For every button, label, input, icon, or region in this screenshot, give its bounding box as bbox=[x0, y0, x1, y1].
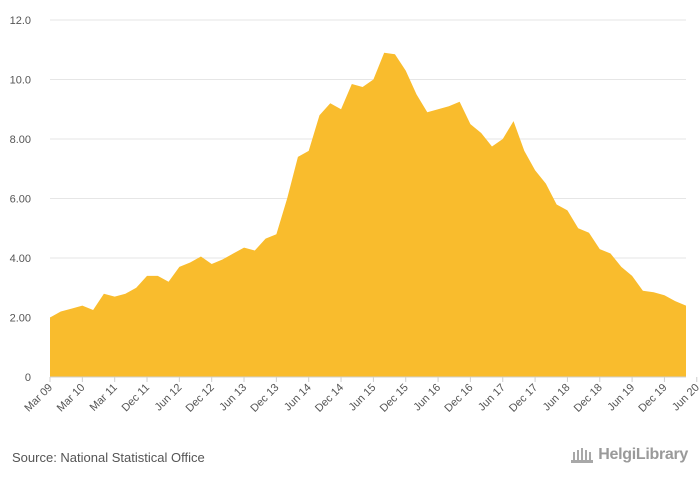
x-tick-label: Jun 17 bbox=[476, 382, 508, 414]
x-tick-label: Jun 16 bbox=[411, 382, 443, 414]
source-note: Source: National Statistical Office bbox=[12, 450, 205, 465]
x-tick-label: Dec 14 bbox=[313, 382, 346, 415]
x-tick-label: Dec 18 bbox=[572, 382, 605, 415]
series-area-layer bbox=[50, 52, 686, 377]
x-tick-label: Dec 15 bbox=[378, 382, 411, 415]
x-tick-label: Mar 11 bbox=[88, 382, 120, 414]
helgi-library-logo[interactable]: HelgiLibrary bbox=[570, 445, 688, 465]
y-tick-label: 6.00 bbox=[10, 194, 31, 206]
series-area bbox=[50, 52, 686, 377]
x-tick-label: Jun 20 bbox=[670, 382, 700, 414]
x-tick-label: Jun 14 bbox=[282, 382, 314, 414]
x-tick-label: Jun 12 bbox=[153, 382, 185, 414]
y-tick-label: 4.00 bbox=[10, 253, 31, 265]
y-tick-label: 0 bbox=[25, 372, 31, 384]
x-tick-label: Dec 17 bbox=[507, 382, 540, 415]
x-axis-ticks: Mar 09 Mar 10 Mar 11 Dec 11 Jun 12 Dec 12 Jun … bbox=[22, 377, 700, 415]
library-building-icon bbox=[571, 448, 594, 463]
x-tick-label: Mar 09 bbox=[22, 382, 55, 415]
x-tick-label: Jun 18 bbox=[541, 382, 573, 414]
y-tick-label: 2.00 bbox=[10, 313, 31, 325]
y-tick-label: 10.0 bbox=[10, 75, 31, 87]
x-tick-label: Dec 16 bbox=[442, 382, 475, 415]
x-tick-label: Jun 19 bbox=[605, 382, 637, 414]
x-tick-label: Mar 10 bbox=[55, 382, 88, 415]
y-tick-label: 12.0 bbox=[10, 15, 31, 27]
y-tick-label: 8.00 bbox=[10, 134, 31, 146]
x-tick-label: Dec 13 bbox=[248, 382, 281, 415]
x-tick-label: Dec 19 bbox=[636, 382, 669, 415]
area-chart: 0 2.00 4.00 6.00 8.00 10.0 12.0 Mar 09 Mar 10 Ma… bbox=[10, 15, 700, 415]
x-tick-label: Jun 15 bbox=[347, 382, 379, 414]
y-axis-ticks: 0 2.00 4.00 6.00 8.00 10.0 12.0 bbox=[10, 15, 31, 384]
x-tick-label: Dec 12 bbox=[184, 382, 217, 415]
x-tick-label: Dec 11 bbox=[120, 382, 153, 415]
logo-text: HelgiLibrary bbox=[598, 446, 688, 463]
x-tick-label: Jun 13 bbox=[217, 382, 249, 414]
